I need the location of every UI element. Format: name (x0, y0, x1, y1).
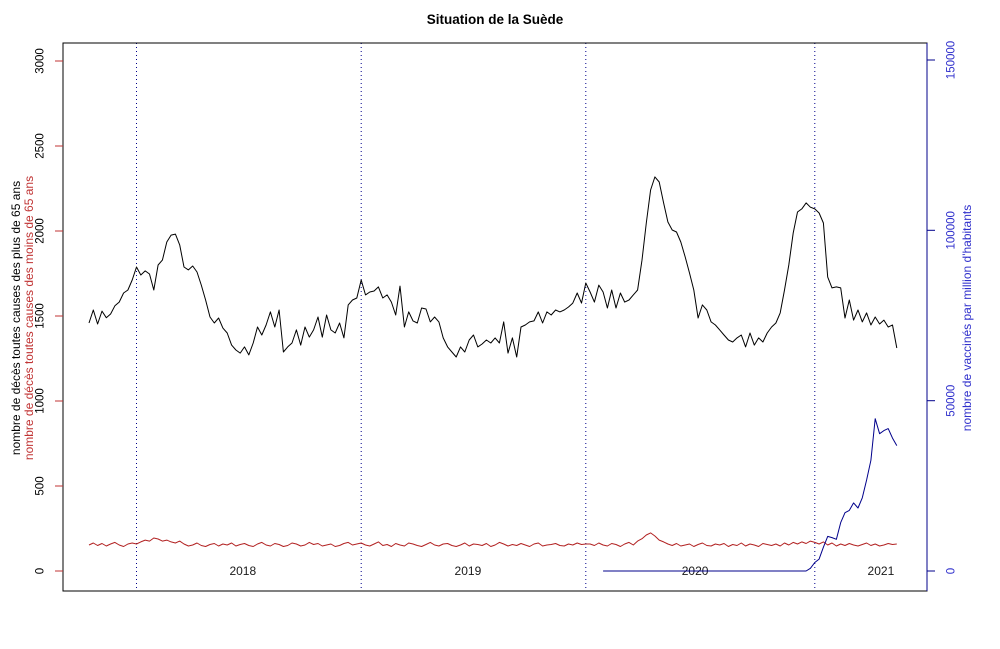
series-vaccines-million (603, 418, 898, 572)
left-axis-tick-label: 1000 (35, 388, 47, 414)
plot-box (62, 42, 928, 592)
right-axis-tick-label: 50000 (946, 385, 958, 417)
right-axis-tick-label: 0 (946, 568, 958, 574)
series-deces-moins-65 (88, 532, 897, 547)
x-year-label: 2019 (455, 564, 482, 578)
right-axis-tick-label: 150000 (946, 41, 958, 79)
left-axis-tick-label: 0 (35, 568, 47, 574)
x-year-label: 2018 (229, 564, 256, 578)
left-axis-tick-label: 2500 (35, 133, 47, 159)
left-axis-tick-label: 3000 (35, 48, 47, 74)
chart-title: Situation de la Suède (426, 12, 564, 27)
left-axis-tick-label: 2000 (35, 218, 47, 244)
left-axis-tick-label: 1500 (35, 303, 47, 329)
series-deces-plus-65 (88, 176, 898, 358)
x-year-label: 2021 (868, 564, 895, 578)
left-axis-tick-label: 500 (35, 476, 47, 495)
right-axis-tick-label: 100000 (946, 211, 958, 249)
